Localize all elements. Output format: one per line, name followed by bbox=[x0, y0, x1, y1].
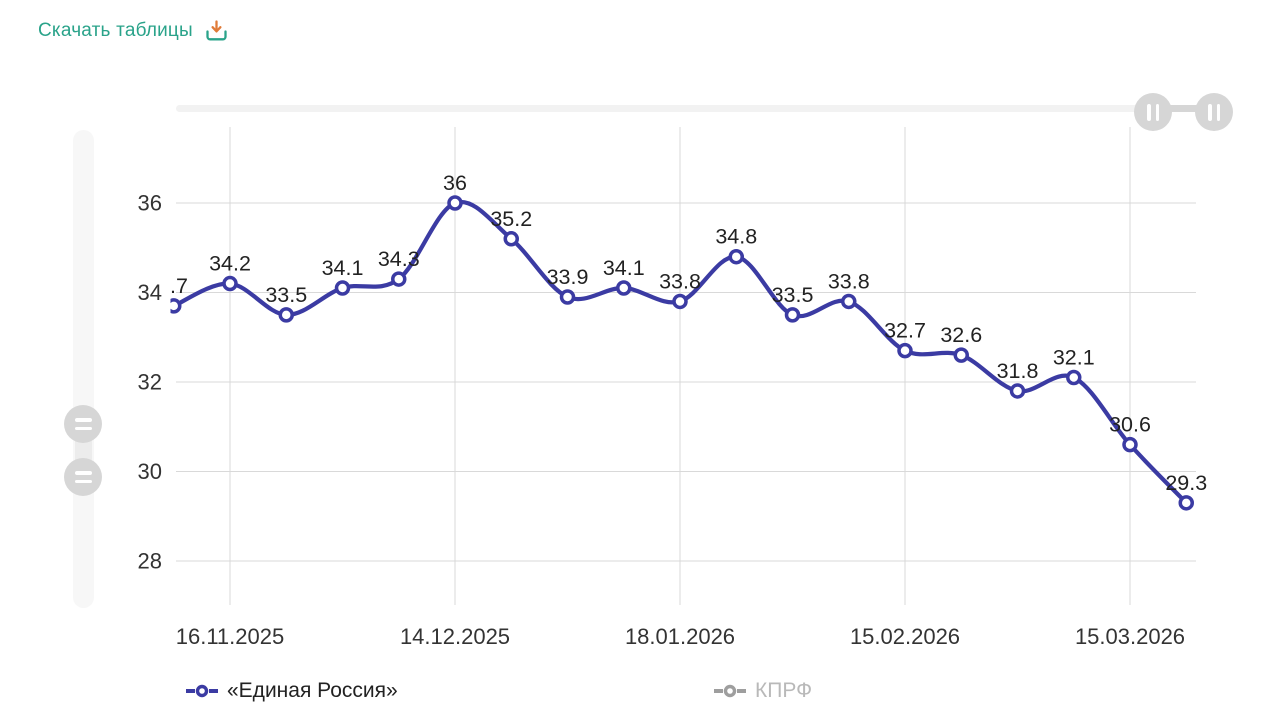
data-point bbox=[1066, 369, 1082, 386]
data-point-label: 33.9 bbox=[547, 265, 589, 289]
grip-bars-icon bbox=[74, 418, 92, 422]
data-point-label: 33.5 bbox=[772, 283, 814, 307]
data-point bbox=[334, 280, 351, 296]
data-point bbox=[447, 195, 463, 211]
x-tick-label: 15.02.2026 bbox=[850, 624, 960, 649]
legend-marker-line-icon bbox=[186, 684, 218, 698]
gridlines bbox=[176, 127, 1196, 605]
grip-bars-icon bbox=[74, 471, 92, 475]
data-point bbox=[222, 275, 238, 292]
data-point bbox=[728, 248, 744, 265]
pause-bars-icon bbox=[1147, 103, 1151, 121]
data-point-label: 31.8 bbox=[997, 359, 1039, 383]
data-point bbox=[672, 293, 688, 310]
x-range-slider-track[interactable] bbox=[176, 105, 1160, 112]
data-point-label: 33.5 bbox=[265, 283, 307, 307]
chart-canvas[interactable]: 36 34 32 30 28 16.11.2025 14.12.2025 18.01.2026… bbox=[0, 0, 1280, 670]
axis-labels: 36 34 32 30 28 16.11.2025 14.12.2025 18.01.2026… bbox=[138, 191, 1186, 650]
data-point-label: .7 bbox=[170, 274, 188, 298]
legend-marker-line-icon bbox=[714, 684, 746, 698]
x-range-handle-left[interactable] bbox=[1134, 93, 1172, 131]
x-tick-label: 15.03.2026 bbox=[1075, 624, 1185, 649]
data-point-label: 34.1 bbox=[322, 256, 364, 280]
data-point-label: 33.8 bbox=[828, 269, 870, 293]
data-point bbox=[278, 307, 294, 323]
y-range-handle-bottom[interactable] bbox=[64, 458, 102, 496]
x-tick-label: 14.12.2025 bbox=[400, 624, 510, 649]
data-point-label: 34.3 bbox=[378, 247, 420, 271]
x-range-handle-right[interactable] bbox=[1195, 93, 1233, 131]
data-point bbox=[616, 280, 632, 296]
x-tick-label: 16.11.2025 bbox=[176, 624, 284, 649]
data-point-label: 32.1 bbox=[1053, 346, 1095, 370]
data-point bbox=[1178, 495, 1194, 511]
data-point bbox=[953, 347, 969, 363]
legend-item-edinaya-rossiya[interactable]: «Единая Россия» bbox=[185, 679, 398, 703]
data-point-label: 30.6 bbox=[1109, 413, 1151, 437]
y-tick-label: 28 bbox=[138, 549, 162, 574]
data-point-label: 29.3 bbox=[1165, 471, 1207, 495]
y-tick-label: 34 bbox=[138, 280, 162, 305]
data-point-label: 32.7 bbox=[884, 319, 926, 343]
data-point bbox=[784, 307, 801, 323]
download-tables-link[interactable]: Скачать таблицы bbox=[38, 19, 229, 42]
data-point bbox=[1009, 383, 1026, 399]
data-point-label: 32.6 bbox=[940, 323, 982, 347]
download-tables-label: Скачать таблицы bbox=[38, 19, 193, 41]
data-point bbox=[559, 289, 576, 305]
data-point-label: 34.2 bbox=[209, 252, 251, 276]
data-point bbox=[391, 271, 407, 287]
y-tick-label: 30 bbox=[138, 459, 162, 484]
y-range-handle-top[interactable] bbox=[64, 405, 102, 443]
data-labels: .7 34.2 33.5 34.1 34.3 36 35.2 33.9 34.1 33.8 34.8… bbox=[170, 171, 1207, 495]
data-point bbox=[170, 298, 182, 314]
data-point-label: 34.1 bbox=[603, 256, 645, 280]
data-point-label: 34.8 bbox=[715, 225, 757, 249]
data-point-label: 33.8 bbox=[659, 269, 701, 293]
data-point bbox=[503, 231, 519, 247]
x-tick-label: 18.01.2026 bbox=[625, 624, 735, 649]
data-point bbox=[897, 342, 913, 359]
legend-item-kprf[interactable]: КПРФ bbox=[713, 679, 812, 703]
data-point bbox=[1122, 436, 1138, 453]
legend-label: КПРФ bbox=[755, 679, 813, 702]
y-tick-label: 32 bbox=[138, 370, 162, 395]
series-line-edinaya-rossiya bbox=[170, 195, 1194, 511]
download-icon bbox=[206, 20, 227, 41]
data-point-label: 35.2 bbox=[490, 207, 532, 231]
y-tick-label: 36 bbox=[138, 191, 162, 216]
data-point-label: 36 bbox=[443, 171, 467, 195]
legend-label: «Единая Россия» bbox=[227, 679, 398, 702]
data-point bbox=[841, 293, 857, 310]
x-range-slider-selection[interactable] bbox=[1153, 105, 1214, 112]
pause-bars-icon bbox=[1208, 103, 1212, 121]
